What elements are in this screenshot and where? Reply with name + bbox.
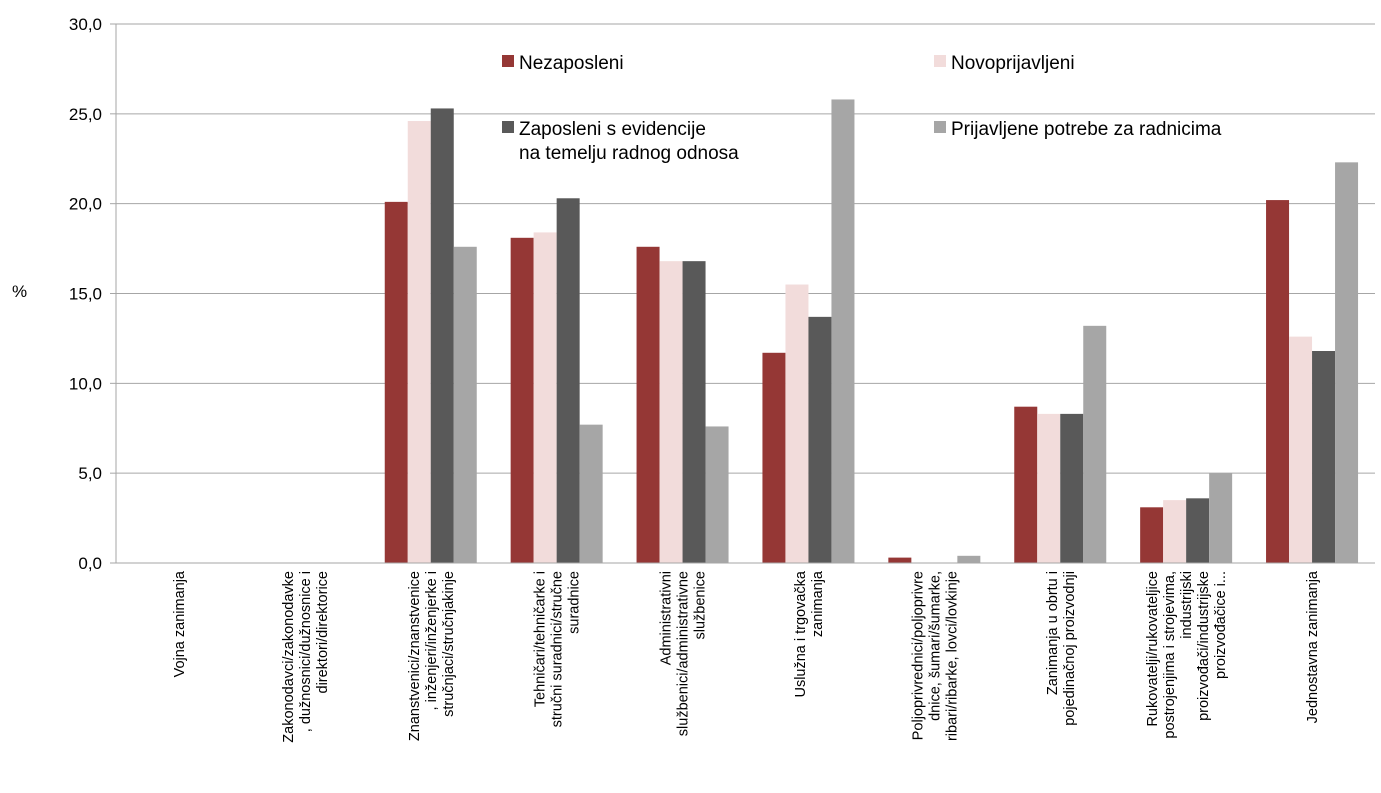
bar — [1266, 200, 1290, 563]
x-tick-label-line: pojedinačnoj proizvodnji — [1062, 571, 1078, 726]
legend-label: na temelju radnog odnosa — [519, 143, 739, 164]
y-tick-label: 25,0 — [69, 105, 102, 124]
bar — [831, 99, 855, 564]
bar — [556, 198, 580, 563]
x-tick-label-line: Tehničari/tehničarke i — [533, 571, 549, 707]
legend-label: Zaposleni s evidencije — [519, 119, 706, 140]
bar — [1335, 162, 1359, 564]
bar — [785, 284, 809, 563]
x-axis-tick-labels: Vojna zanimanja Zakonodavci/zakonodavke, … — [172, 570, 1321, 743]
gridlines — [116, 23, 1375, 474]
x-tick-label-line: postrojenjima i strojevima, — [1162, 571, 1178, 739]
bar — [1289, 336, 1313, 563]
x-tick-label-line: Rukovatelji/rukovateljice — [1145, 571, 1161, 727]
legend-label: Nezaposleni — [519, 53, 624, 74]
x-tick-label-line: ribari/ribarke, lovci/lovkinje — [944, 571, 960, 741]
bar — [1083, 325, 1107, 563]
x-tick-label-line: Vojna zanimanja — [172, 570, 188, 677]
legend-swatch — [934, 121, 946, 133]
x-tick-label: Administrativni službenici/administrativn… — [659, 571, 709, 736]
x-tick-label: Vojna zanimanja — [172, 570, 188, 677]
x-tick-label-line: Zakonodavci/zakonodavke — [281, 571, 297, 743]
x-tick-label-line: službenice — [693, 571, 709, 640]
bar — [1163, 500, 1187, 563]
bar — [407, 121, 431, 564]
x-tick-label-line: industrijski — [1179, 571, 1195, 639]
bar — [705, 426, 729, 563]
x-tick-label-line: dnice, šumari/šumarke, — [927, 571, 943, 721]
x-tick-label-line: proizvođačice i... — [1213, 571, 1229, 679]
bar — [1312, 350, 1336, 563]
bar — [888, 557, 912, 563]
x-tick-label-line: , dužnosnici/dužnosnice i — [298, 571, 314, 732]
y-tick-label: 0,0 — [78, 554, 102, 573]
bar — [1140, 507, 1164, 563]
y-tick-label: 15,0 — [69, 285, 102, 304]
x-tick-label: Tehničari/tehničarke i stručni suradnici/… — [533, 571, 583, 727]
x-tick-label-line: Znanstvenici/znanstvenice — [407, 571, 423, 741]
y-axis-label: % — [12, 282, 27, 301]
bar — [808, 316, 832, 563]
legend: Nezaposleni Novoprijavljeni Zaposleni s ev… — [502, 53, 1222, 164]
legend-swatch — [934, 55, 946, 67]
bar — [579, 424, 603, 563]
x-tick-label: Poljoprivrednici/poljoprivre dnice, šumar… — [910, 571, 960, 741]
bar — [533, 232, 557, 563]
x-tick-label-line: Administrativni — [659, 571, 675, 665]
x-tick-label: Zanimanja u obrtu i pojedinačnoj proizvod… — [1045, 571, 1078, 726]
bars — [384, 99, 1359, 564]
y-tick-label: 20,0 — [69, 195, 102, 214]
x-tick-label: Zakonodavci/zakonodavke, dužnosnici/dužn… — [281, 571, 331, 743]
y-tick-label: 30,0 — [69, 15, 102, 34]
bar — [1037, 413, 1061, 563]
y-tick-label: 5,0 — [78, 464, 102, 483]
bar — [1209, 473, 1233, 563]
bar — [682, 261, 706, 563]
bar — [453, 246, 477, 563]
bar — [510, 237, 534, 563]
x-tick-label-line: direktori/direktorice — [315, 571, 331, 694]
x-tick-label-line: Zanimanja u obrtu i — [1045, 571, 1061, 695]
y-tick-label: 10,0 — [69, 374, 102, 393]
x-tick-label-line: Jednostavna zanimanja — [1305, 570, 1321, 723]
legend-swatch — [502, 121, 514, 133]
bar — [384, 201, 408, 563]
x-tick-label-line: službenici/administrativne — [676, 571, 692, 736]
y-axis-ticks: 0,0 5,0 10,0 15,0 20,0 25,0 30,0 — [69, 15, 116, 573]
x-tick-label-line: zanimanja — [810, 570, 826, 637]
bar — [762, 352, 786, 563]
bar — [1014, 406, 1038, 563]
bar — [636, 246, 660, 563]
x-tick-label: Jednostavna zanimanja — [1305, 570, 1321, 723]
x-tick-label: Rukovatelji/rukovateljice postrojenjima i… — [1145, 571, 1229, 739]
x-tick-label-line: stručnjaci/stručnjakinje — [441, 571, 457, 717]
bar — [659, 261, 683, 563]
x-tick-label-line: suradnice — [567, 571, 583, 634]
x-tick-label: Uslužna i trgovačka zanimanja — [793, 570, 826, 697]
legend-swatch — [502, 55, 514, 67]
legend-label: Novoprijavljeni — [951, 53, 1075, 74]
bar — [430, 108, 454, 564]
x-axis — [115, 24, 1375, 564]
bar — [1060, 413, 1084, 563]
x-tick-label: Znanstvenici/znanstvenice, inženjeri/inž… — [407, 571, 457, 741]
x-tick-label-line: Poljoprivrednici/poljoprivre — [910, 571, 926, 740]
x-tick-label-line: proizvođači/industrijske — [1196, 571, 1212, 721]
legend-label: Prijavljene potrebe za radnicima — [951, 119, 1222, 140]
bar — [957, 555, 981, 563]
x-tick-label-line: , inženjeri/inženjerke i — [424, 571, 440, 710]
bar — [1186, 498, 1210, 563]
x-tick-label-line: stručni suradnici/stručne — [550, 571, 566, 727]
x-tick-label-line: Uslužna i trgovačka — [793, 570, 809, 697]
